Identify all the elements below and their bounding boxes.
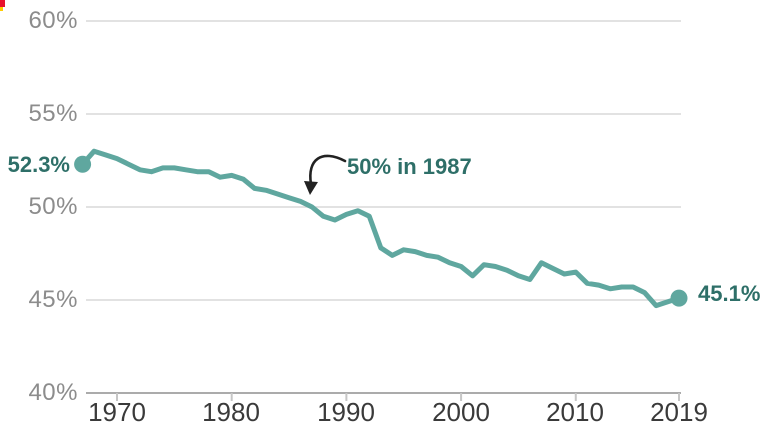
end-value-label: 45.1% (698, 281, 761, 306)
start-point-marker (74, 155, 92, 173)
corner-artifact-red (0, 0, 5, 7)
x-tick-label-2000: 2000 (432, 397, 490, 427)
callout-arrow (303, 154, 347, 195)
callout-annotation-label: 50% in 1987 (347, 154, 472, 179)
y-tick-label-45: 45% (28, 286, 78, 313)
start-value-label: 52.3% (7, 152, 70, 177)
arrow-shaft (309, 154, 347, 186)
arrow-head (303, 181, 318, 195)
x-tick-label-2010: 2010 (546, 397, 604, 427)
x-tick-label-1980: 1980 (202, 397, 260, 427)
corner-artifact-yellow (0, 7, 3, 11)
data-series (74, 148, 688, 309)
y-tick-label-50: 50% (28, 193, 78, 220)
y-tick-label-40: 40% (28, 379, 78, 406)
x-axis-ticks (116, 393, 680, 401)
y-tick-label-55: 55% (28, 100, 78, 127)
trend-line (80, 148, 680, 309)
x-tick-label-1970: 1970 (88, 397, 146, 427)
y-tick-label-60: 60% (28, 7, 78, 34)
x-tick-label-1990: 1990 (317, 397, 375, 427)
gridlines (86, 20, 681, 394)
end-point-marker (670, 289, 688, 307)
x-tick-label-2019: 2019 (650, 397, 708, 427)
